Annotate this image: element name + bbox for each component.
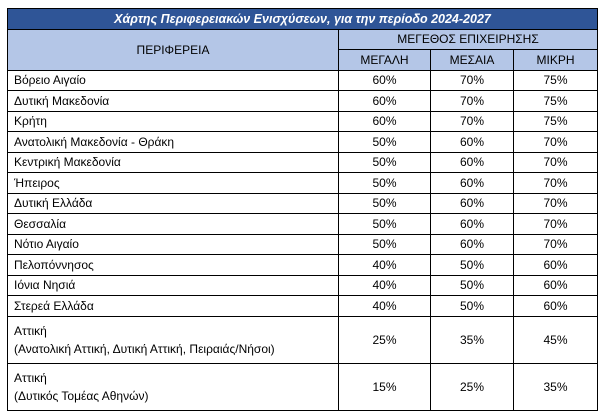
region-note: (Ανατολική Αττική, Δυτική Αττική, Πειραι… (14, 341, 275, 356)
aid-rate: 40% (338, 254, 431, 276)
region-cell: Στερεά Ελλάδα (7, 295, 339, 317)
aid-rate: 70% (430, 69, 514, 91)
aid-rate: 70% (512, 213, 599, 235)
region-cell: Κρήτη (7, 110, 339, 132)
aid-rate: 60% (430, 172, 514, 194)
aid-rate: 60% (430, 192, 514, 214)
aid-rate: 70% (512, 172, 599, 194)
aid-rate: 75% (512, 69, 599, 91)
aid-rate: 25% (430, 362, 514, 411)
region-cell: Ανατολική Μακεδονία - Θράκη (7, 131, 339, 153)
aid-table: Χάρτης Περιφερειακών Ενισχύσεων, για την… (6, 8, 599, 411)
aid-rate: 60% (338, 69, 431, 91)
aid-rate: 50% (430, 295, 514, 317)
table-row: Ήπειρος 50% 60% 70% (7, 172, 599, 194)
aid-rate: 75% (512, 110, 599, 132)
table-row: Στερεά Ελλάδα 40% 50% 60% (7, 295, 599, 317)
region-cell: Ήπειρος (7, 172, 339, 194)
region-name: Πελοπόννησος (14, 257, 94, 272)
aid-rate: 70% (430, 90, 514, 112)
table-row: Δυτική Ελλάδα 50% 60% 70% (7, 192, 599, 214)
aid-rate: 40% (338, 274, 431, 296)
aid-rate: 60% (512, 295, 599, 317)
region-name: Στερεά Ελλάδα (14, 298, 94, 313)
region-name: Δυτική Μακεδονία (14, 93, 110, 108)
table-row: Ιόνια Νησιά 40% 50% 60% (7, 274, 599, 296)
aid-rate: 40% (338, 295, 431, 317)
aid-rate: 70% (512, 233, 599, 255)
region-name: Κεντρική Μακεδονία (14, 155, 121, 170)
aid-rate: 50% (430, 274, 514, 296)
aid-rate: 50% (338, 213, 431, 235)
table-title: Χάρτης Περιφερειακών Ενισχύσεων, για την… (6, 8, 599, 30)
size-column-header: ΜΕΓΑΛΗ (338, 49, 431, 71)
region-note: (Δυτικός Τομέας Αθηνών) (14, 388, 149, 403)
table-row: Αττική (Ανατολική Αττική, Δυτική Αττική, … (7, 315, 599, 364)
region-name: Ανατολική Μακεδονία - Θράκη (14, 134, 175, 149)
region-name: Δυτική Ελλάδα (14, 196, 93, 211)
table-row: Θεσσαλία 50% 60% 70% (7, 213, 599, 235)
aid-rate: 70% (512, 192, 599, 214)
aid-rate: 60% (430, 131, 514, 153)
aid-rate: 35% (512, 362, 599, 411)
region-name: Ιόνια Νησιά (14, 278, 76, 293)
aid-rate: 50% (430, 254, 514, 276)
table-row: Βόρειο Αιγαίο 60% 70% 75% (7, 69, 599, 91)
aid-rate: 60% (512, 254, 599, 276)
size-column-header: ΜΙΚΡΗ (512, 49, 599, 71)
aid-rate: 25% (338, 315, 431, 364)
aid-rate: 50% (338, 192, 431, 214)
region-cell: Ιόνια Νησιά (7, 274, 339, 296)
region-cell: Νότιο Αιγαίο (7, 233, 339, 255)
table-row: Αττική (Δυτικός Τομέας Αθηνών) 15% 25% 35% (7, 362, 599, 411)
aid-rate: 60% (430, 213, 514, 235)
size-column-header: ΜΕΣΑΙΑ (430, 49, 514, 71)
region-name: Νότιο Αιγαίο (14, 237, 79, 252)
aid-rate: 60% (512, 274, 599, 296)
region-cell: Κεντρική Μακεδονία (7, 151, 339, 173)
table-row: Ανατολική Μακεδονία - Θράκη 50% 60% 70% (7, 131, 599, 153)
region-cell: Δυτική Ελλάδα (7, 192, 339, 214)
aid-rate: 45% (512, 315, 599, 364)
region-name: Ήπειρος (14, 175, 60, 190)
table-row: Κεντρική Μακεδονία 50% 60% 70% (7, 151, 599, 173)
table-row: Νότιο Αιγαίο 50% 60% 70% (7, 233, 599, 255)
region-cell: Θεσσαλία (7, 213, 339, 235)
region-name: Αττική (14, 323, 47, 338)
region-name: Βόρειο Αιγαίο (14, 73, 86, 88)
aid-rate: 35% (430, 315, 514, 364)
aid-rate: 60% (338, 90, 431, 112)
region-cell: Αττική (Δυτικός Τομέας Αθηνών) (7, 362, 339, 411)
table-row: Πελοπόννησος 40% 50% 60% (7, 254, 599, 276)
aid-rate: 70% (512, 131, 599, 153)
region-name: Αττική (14, 370, 47, 385)
region-cell: Βόρειο Αιγαίο (7, 69, 339, 91)
size-header: ΜΕΓΕΘΟΣ ΕΠΙΧΕΙΡΗΣΗΣ (337, 28, 599, 50)
aid-rate: 60% (338, 110, 431, 132)
aid-rate: 60% (430, 233, 514, 255)
aid-rate: 70% (512, 151, 599, 173)
region-header: ΠΕΡΙΦΕΡΕΙΑ (7, 28, 339, 71)
aid-rate: 75% (512, 90, 599, 112)
aid-rate: 60% (430, 151, 514, 173)
region-name: Θεσσαλία (14, 216, 67, 231)
region-name: Κρήτη (14, 114, 47, 129)
table-row: Δυτική Μακεδονία 60% 70% 75% (7, 90, 599, 112)
region-cell: Πελοπόννησος (7, 254, 339, 276)
aid-rate: 50% (338, 172, 431, 194)
aid-rate: 50% (338, 151, 431, 173)
region-cell: Δυτική Μακεδονία (7, 90, 339, 112)
aid-rate: 70% (430, 110, 514, 132)
region-cell: Αττική (Ανατολική Αττική, Δυτική Αττική, … (7, 315, 339, 364)
table-row: Κρήτη 60% 70% 75% (7, 110, 599, 132)
aid-rate: 50% (338, 233, 431, 255)
aid-rate: 15% (338, 362, 431, 411)
aid-rate: 50% (338, 131, 431, 153)
